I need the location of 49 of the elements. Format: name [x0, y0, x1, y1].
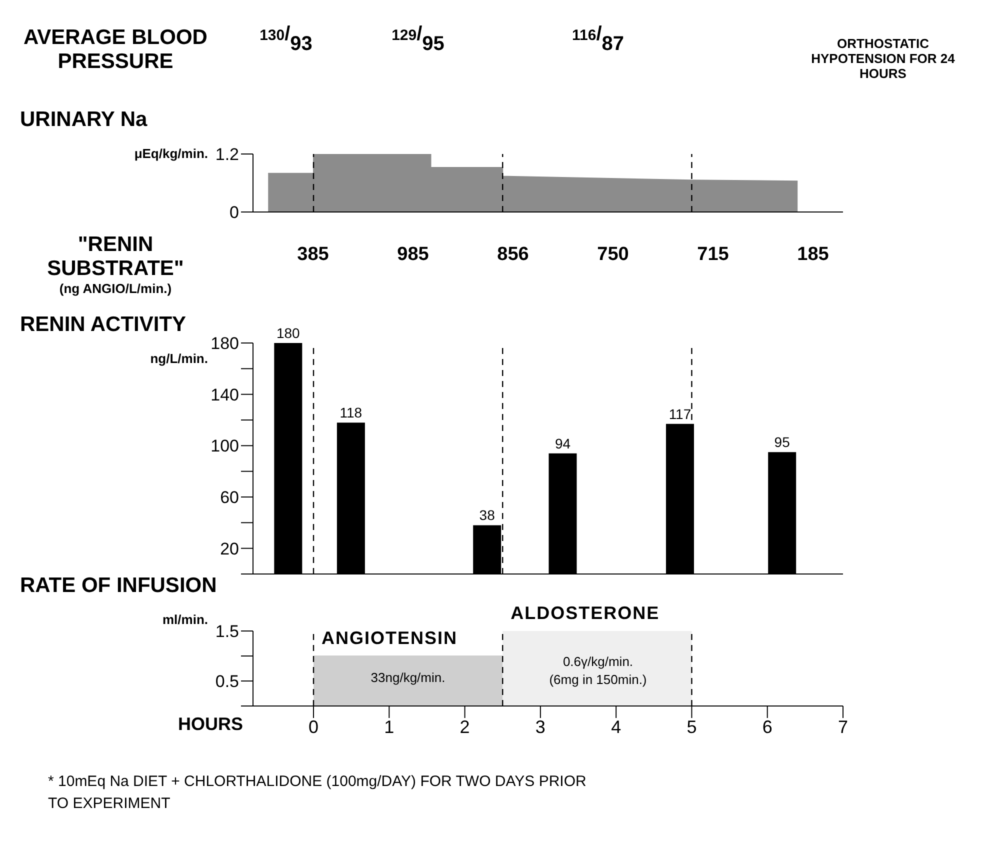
data-label: 117: [668, 406, 692, 422]
series-label: ALDOSTERONE: [510, 603, 660, 623]
text: ORTHOSTATIC HYPOTENSION FOR 24 HOURS: [810, 36, 956, 81]
chart-title: RATE OF INFUSION: [19, 574, 218, 598]
x-tick-label: 0: [308, 716, 319, 737]
text: 116/87: [572, 23, 624, 55]
text: * 10mEq Na DIET + CHLORTHALIDONE (100mg/DAY) FOR TWO DAYS PRIOR TO EXPERIMENT: [48, 772, 588, 814]
annotation: 0.6γ/kg/min.: [562, 654, 634, 669]
annotation: 33ng/kg/min.: [370, 670, 446, 685]
y-tick-label: 60: [220, 488, 239, 508]
text: URINARY Na: [19, 108, 148, 132]
y-tick-label: 100: [210, 436, 239, 456]
x-tick-label: 5: [686, 716, 697, 737]
data-label: 95: [774, 434, 790, 450]
data-label: 750: [597, 244, 629, 265]
x-tick-label: 7: [838, 716, 848, 737]
y-axis-title: ml/min.: [161, 612, 208, 627]
y-tick-label: 1.5: [215, 622, 239, 642]
x-tick-label: 1: [384, 716, 394, 737]
y-tick-label: 0.5: [215, 672, 239, 692]
text: AVERAGE BLOOD PRESSURE: [22, 26, 208, 74]
annotation: (6mg in 150min.): [548, 672, 648, 687]
data-label: 715: [697, 244, 730, 265]
x-tick-label: 6: [762, 716, 772, 737]
text: (ng ANGIO/L/min.): [58, 281, 173, 296]
y-tick-label: 140: [210, 385, 239, 404]
series-label: ANGIOTENSIN: [322, 628, 458, 648]
y-tick-label: 0: [230, 203, 239, 222]
x-tick-label: 3: [535, 716, 546, 737]
text: "RENIN SUBSTRATE": [46, 233, 185, 281]
y-axis-title: ng/L/min.: [149, 351, 208, 366]
data-label: 118: [340, 404, 362, 421]
y-tick-label: 20: [220, 539, 239, 558]
data-label: 38: [479, 507, 496, 524]
text: 130/93: [260, 23, 312, 55]
y-tick-label: 1.2: [215, 145, 239, 164]
chart-title: RENIN ACTIVITY: [20, 313, 186, 336]
data-label: 185: [797, 244, 830, 265]
data-label: 180: [276, 325, 300, 341]
y-tick-label: 180: [210, 334, 239, 354]
x-tick-label: 4: [611, 716, 622, 737]
x-tick-label: 2: [460, 716, 470, 737]
data-label: 856: [497, 244, 529, 265]
data-label: 94: [554, 435, 571, 452]
y-axis-title: μEq/kg/min.: [133, 146, 208, 161]
x-axis-title: HOURS: [178, 714, 244, 735]
text: 129/95: [392, 23, 444, 55]
data-label: 985: [397, 244, 430, 265]
data-label: 385: [297, 244, 330, 265]
